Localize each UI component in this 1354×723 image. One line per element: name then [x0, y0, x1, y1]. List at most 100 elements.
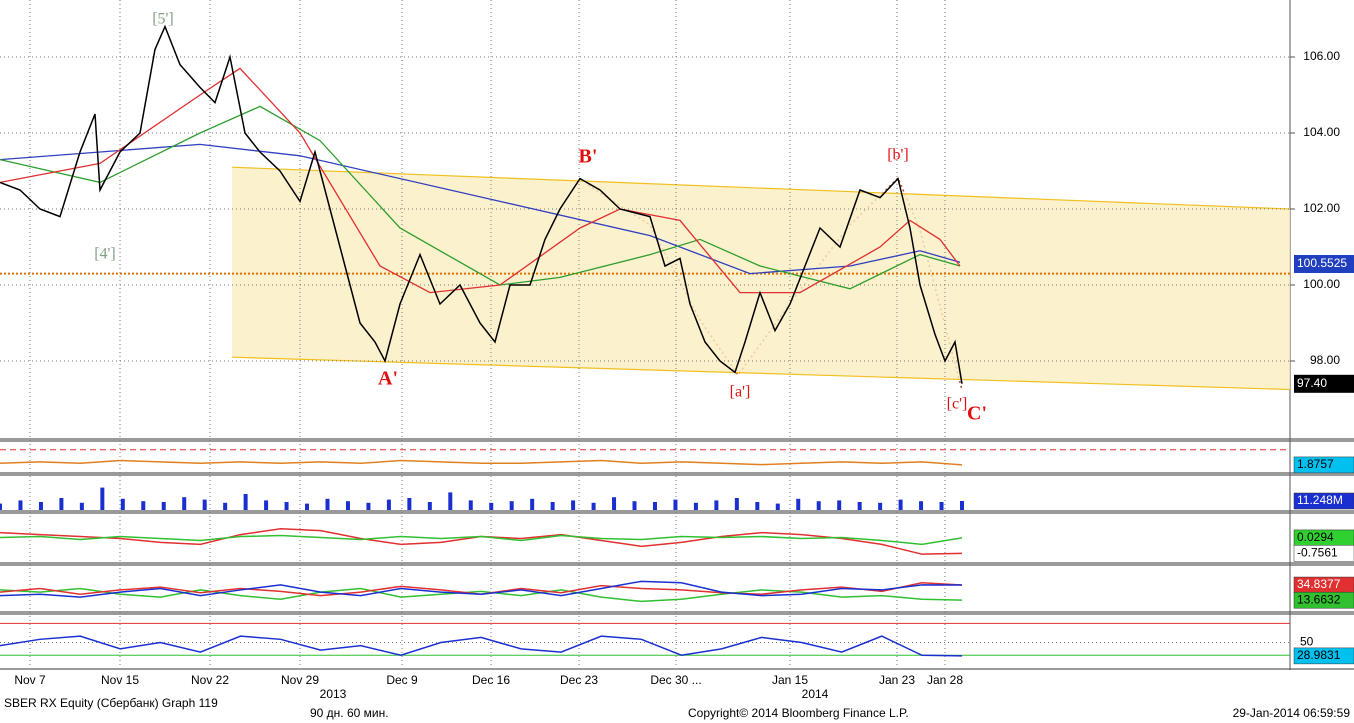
volume-bar — [386, 499, 391, 510]
indicator-line — [0, 580, 963, 598]
volume-bar — [161, 502, 166, 510]
volume-bar — [407, 498, 412, 510]
annotation: [c'] — [947, 396, 968, 413]
value-tag-label: 34.8377 — [1297, 577, 1341, 591]
x-tick-label: Dec 30 ... — [650, 673, 701, 687]
volume-bar — [796, 498, 801, 510]
value-tag-label: 11.248M — [1297, 493, 1343, 507]
moving-average — [0, 105, 961, 290]
volume-bar — [714, 500, 719, 510]
volume-bar — [939, 502, 944, 510]
volume-bar — [284, 502, 289, 510]
annotation: [b'] — [887, 147, 909, 164]
volume-bar — [530, 498, 535, 510]
indicator-line — [0, 635, 963, 657]
value-tag-label: 100.5525 — [1297, 256, 1347, 270]
volume-bar — [489, 502, 494, 510]
volume-bar — [120, 498, 125, 510]
price-line — [0, 24, 963, 384]
copyright: Copyright© 2014 Bloomberg Finance L.P. — [688, 706, 909, 720]
x-tick-label: Dec 9 — [386, 673, 418, 687]
y-tick-label: 102.00 — [1303, 201, 1340, 215]
volume-bar — [141, 501, 146, 510]
x-tick-label: Jan 28 — [927, 673, 963, 687]
x-tick-label: Dec 23 — [560, 673, 598, 687]
volume-bar — [325, 498, 330, 510]
value-tag-label: 1.8757 — [1297, 457, 1334, 471]
volume-bar — [223, 502, 228, 510]
timestamp: 29-Jan-2014 06:59:59 — [1233, 706, 1351, 720]
y-tick-label: 100.00 — [1303, 277, 1340, 291]
volume-bar — [652, 502, 657, 510]
volume-bar — [571, 500, 576, 510]
value-tag-label: 13.6632 — [1297, 592, 1341, 606]
volume-bar — [734, 498, 739, 510]
annotation: B' — [579, 146, 598, 168]
volume-bar — [0, 503, 2, 510]
period: 90 дн. 60 мин. — [310, 706, 389, 720]
volume-bar — [775, 503, 780, 510]
x-tick-label: Nov 29 — [281, 673, 319, 687]
annotation: [4'] — [94, 246, 116, 263]
volume-bar — [38, 502, 43, 510]
value-tag — [1293, 647, 1354, 665]
indicator-line — [0, 587, 963, 603]
year-label: 2013 — [320, 687, 347, 701]
x-tick-label: Dec 16 — [472, 673, 510, 687]
volume-bar — [79, 502, 84, 510]
volume-bar — [100, 487, 105, 510]
volume-bar — [18, 500, 23, 510]
annotation: [a'] — [730, 384, 751, 401]
value-tag-label: -0.7561 — [1297, 545, 1338, 559]
volume-bar — [673, 499, 678, 510]
indicator-line — [0, 459, 963, 466]
x-tick-label: Nov 7 — [14, 673, 46, 687]
volume-bar — [448, 492, 453, 510]
annotation: A' — [378, 368, 398, 390]
y-tick-label: 98.00 — [1310, 353, 1340, 367]
volume-bar — [468, 500, 473, 510]
volume-bar — [59, 498, 64, 510]
y-tick-label: 50 — [1300, 635, 1314, 649]
volume-bar — [345, 501, 350, 510]
volume-bar — [305, 503, 310, 510]
value-tag — [1293, 545, 1354, 562]
volume-bar — [960, 501, 964, 510]
security: SBER RX Equity (Сбербанк) Graph 119 — [4, 696, 218, 710]
volume-bar — [612, 497, 617, 510]
annotation: C' — [967, 403, 987, 425]
value-tag — [1294, 255, 1354, 274]
x-tick-label: Jan 23 — [879, 673, 915, 687]
volume-bar — [366, 502, 371, 510]
indicator-line — [0, 534, 963, 546]
volume-bar — [632, 501, 637, 510]
volume-bar — [816, 501, 821, 510]
value-tag — [1293, 591, 1354, 609]
x-tick-label: Jan 15 — [772, 673, 808, 687]
volume-bar — [837, 500, 842, 510]
year-label: 2014 — [802, 687, 829, 701]
x-tick-label: Nov 22 — [191, 673, 229, 687]
value-tag — [1293, 456, 1354, 474]
value-tag-label: 0.0294 — [1297, 530, 1334, 544]
volume-bar — [591, 502, 596, 510]
channel-line — [231, 166, 1291, 210]
volume-bar — [550, 502, 555, 510]
y-tick-label: 106.00 — [1303, 49, 1340, 63]
volume-bar — [202, 499, 207, 510]
x-tick-label: Nov 15 — [101, 673, 139, 687]
volume-bar — [182, 497, 187, 510]
volume-bar — [857, 502, 862, 510]
volume-bar — [878, 502, 883, 510]
volume-bar — [243, 494, 248, 510]
volume-bar — [427, 502, 432, 510]
y-tick-label: 104.00 — [1303, 125, 1340, 139]
value-tag — [1294, 374, 1354, 393]
value-tag-label: 97.40 — [1297, 376, 1327, 390]
volume-bar — [264, 500, 269, 510]
channel-line — [231, 356, 1291, 391]
volume-bar — [755, 502, 760, 510]
value-tag-label: 28.9831 — [1297, 648, 1341, 662]
volume-bar — [898, 499, 903, 510]
value-tag — [1293, 492, 1354, 510]
